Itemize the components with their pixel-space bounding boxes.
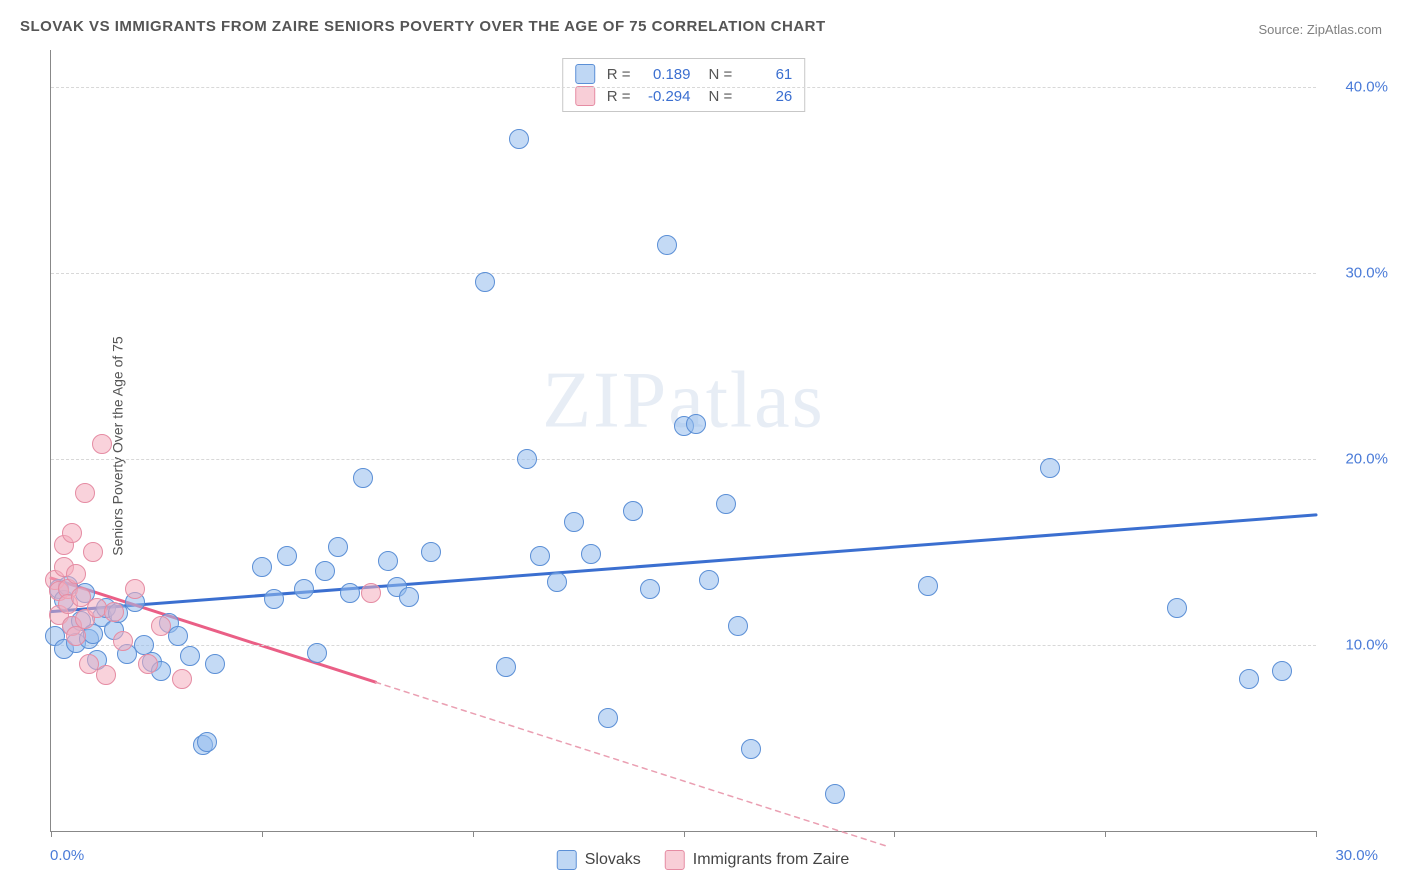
point-slovak — [496, 657, 516, 677]
y-tick-label: 40.0% — [1345, 79, 1388, 96]
point-slovak — [264, 589, 284, 609]
point-slovak — [1239, 669, 1259, 689]
swatch-blue-icon — [575, 64, 595, 84]
swatch-pink-icon — [575, 86, 595, 106]
point-slovak — [399, 587, 419, 607]
source-attribution: Source: ZipAtlas.com — [1258, 22, 1382, 37]
point-slovak — [564, 512, 584, 532]
point-zaire — [96, 665, 116, 685]
point-slovak — [252, 557, 272, 577]
point-slovak — [509, 129, 529, 149]
point-slovak — [180, 646, 200, 666]
point-slovak — [277, 546, 297, 566]
point-slovak — [640, 579, 660, 599]
r-value-zaire: -0.294 — [639, 88, 691, 105]
point-zaire — [62, 523, 82, 543]
point-slovak — [378, 551, 398, 571]
n-value-zaire: 26 — [740, 88, 792, 105]
point-zaire — [138, 654, 158, 674]
n-value-slovaks: 61 — [740, 66, 792, 83]
point-slovak — [421, 542, 441, 562]
point-slovak — [1272, 661, 1292, 681]
source-name: ZipAtlas.com — [1307, 22, 1382, 37]
chart-container: SLOVAK VS IMMIGRANTS FROM ZAIRE SENIORS … — [0, 0, 1406, 892]
point-slovak — [741, 739, 761, 759]
legend: Slovaks Immigrants from Zaire — [557, 850, 850, 870]
point-zaire — [92, 434, 112, 454]
point-zaire — [361, 583, 381, 603]
y-tick-label: 10.0% — [1345, 637, 1388, 654]
x-tick — [1105, 831, 1106, 837]
point-slovak — [205, 654, 225, 674]
x-tick — [473, 831, 474, 837]
point-slovak — [1040, 458, 1060, 478]
point-zaire — [125, 579, 145, 599]
point-slovak — [686, 414, 706, 434]
x-tick — [1316, 831, 1317, 837]
x-axis-max-label: 30.0% — [1335, 847, 1378, 864]
source-prefix: Source: — [1258, 22, 1306, 37]
gridline — [51, 273, 1316, 274]
point-slovak — [657, 235, 677, 255]
x-tick — [894, 831, 895, 837]
point-zaire — [151, 616, 171, 636]
stats-row-slovaks: R = 0.189 N = 61 — [573, 63, 795, 85]
point-slovak — [918, 576, 938, 596]
point-slovak — [197, 732, 217, 752]
y-tick-label: 30.0% — [1345, 265, 1388, 282]
r-value-slovaks: 0.189 — [639, 66, 691, 83]
legend-item-slovaks: Slovaks — [557, 850, 641, 870]
point-zaire — [83, 542, 103, 562]
point-slovak — [168, 626, 188, 646]
x-tick — [51, 831, 52, 837]
point-slovak — [475, 272, 495, 292]
legend-item-zaire: Immigrants from Zaire — [665, 850, 849, 870]
point-slovak — [340, 583, 360, 603]
point-slovak — [699, 570, 719, 590]
chart-title: SLOVAK VS IMMIGRANTS FROM ZAIRE SENIORS … — [20, 18, 826, 35]
point-slovak — [728, 616, 748, 636]
gridline — [51, 87, 1316, 88]
x-tick — [262, 831, 263, 837]
point-slovak — [328, 537, 348, 557]
stats-row-zaire: R = -0.294 N = 26 — [573, 85, 795, 107]
plot-area: ZIPatlas R = 0.189 N = 61 R = -0.294 N =… — [50, 50, 1316, 832]
point-slovak — [547, 572, 567, 592]
gridline — [51, 645, 1316, 646]
point-slovak — [623, 501, 643, 521]
point-slovak — [598, 708, 618, 728]
x-tick — [684, 831, 685, 837]
n-label: N = — [709, 66, 733, 83]
point-slovak — [581, 544, 601, 564]
point-slovak — [517, 449, 537, 469]
point-slovak — [353, 468, 373, 488]
swatch-blue-icon — [557, 850, 577, 870]
swatch-pink-icon — [665, 850, 685, 870]
point-slovak — [1167, 598, 1187, 618]
gridline — [51, 459, 1316, 460]
n-label: N = — [709, 88, 733, 105]
point-slovak — [825, 784, 845, 804]
point-slovak — [307, 643, 327, 663]
r-label: R = — [607, 66, 631, 83]
r-label: R = — [607, 88, 631, 105]
point-slovak — [315, 561, 335, 581]
legend-label-slovaks: Slovaks — [585, 851, 641, 869]
point-zaire — [172, 669, 192, 689]
point-zaire — [66, 564, 86, 584]
point-slovak — [716, 494, 736, 514]
trend-lines — [51, 50, 1316, 831]
correlation-stats-box: R = 0.189 N = 61 R = -0.294 N = 26 — [562, 58, 806, 112]
point-zaire — [113, 631, 133, 651]
point-slovak — [294, 579, 314, 599]
point-zaire — [75, 483, 95, 503]
x-axis-min-label: 0.0% — [50, 847, 84, 864]
point-slovak — [530, 546, 550, 566]
legend-label-zaire: Immigrants from Zaire — [693, 851, 849, 869]
point-zaire — [104, 602, 124, 622]
y-tick-label: 20.0% — [1345, 451, 1388, 468]
